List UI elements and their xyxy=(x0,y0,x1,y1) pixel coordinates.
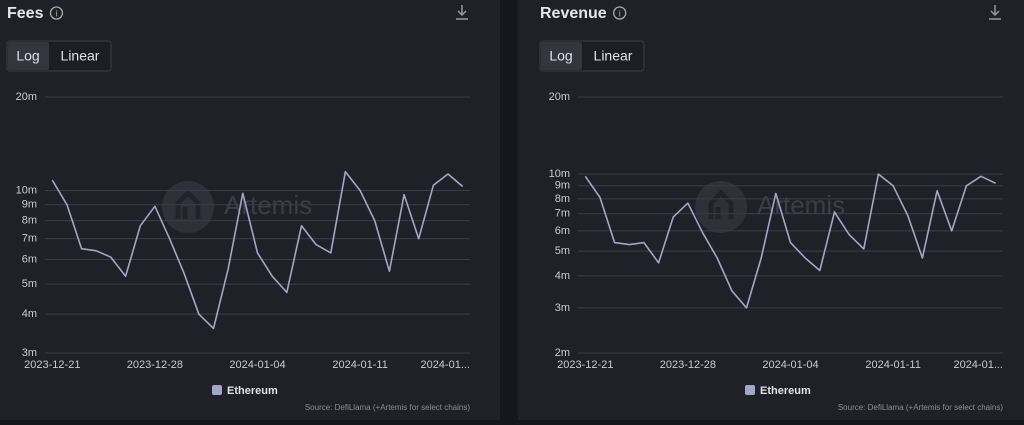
x-tick-label: 2024-01... xyxy=(953,359,1003,371)
legend-label: Ethereum xyxy=(760,385,811,397)
x-tick-label: 2023-12-28 xyxy=(660,359,716,371)
y-tick-label: 9m xyxy=(555,180,570,192)
source-note: Source: DefiLlama (+Artemis for select c… xyxy=(305,403,471,412)
y-tick-label: 4m xyxy=(555,270,570,282)
y-tick-label: 5m xyxy=(22,278,37,290)
toggle-button[interactable]: Linear xyxy=(594,48,633,64)
x-tick-label: 2024-01-04 xyxy=(762,359,818,371)
download-icon xyxy=(989,5,1001,20)
y-tick-label: 10m xyxy=(16,184,37,196)
y-tick-label: 7m xyxy=(22,233,37,245)
toggle-button[interactable]: Log xyxy=(8,42,49,70)
series-line xyxy=(51,170,464,330)
y-tick-label: 10m xyxy=(549,168,570,180)
watermark-logo-mark xyxy=(175,189,201,219)
y-tick-label: 6m xyxy=(22,253,37,265)
x-tick-label: 2023-12-21 xyxy=(24,359,80,371)
info-icon-i: i xyxy=(619,8,621,18)
watermark-logo xyxy=(162,181,214,233)
toggle-label: Linear xyxy=(594,48,633,64)
y-tick-label: 9m xyxy=(22,199,37,211)
y-tick-label: 3m xyxy=(22,347,37,359)
download-icon xyxy=(456,5,468,20)
watermark-logo-mark xyxy=(708,189,734,219)
x-tick-label: 2024-01-04 xyxy=(229,359,285,371)
x-tick-label: 2024-01-11 xyxy=(865,359,920,371)
info-icon xyxy=(613,6,627,20)
y-tick-label: 3m xyxy=(555,302,570,314)
info-icon xyxy=(49,6,64,20)
toggle-label: Log xyxy=(16,48,39,64)
toggle-active-bg xyxy=(8,42,49,70)
y-tick-label: 8m xyxy=(555,193,570,205)
y-tick-label: 4m xyxy=(22,308,37,320)
x-tick-label: 2023-12-21 xyxy=(557,359,613,371)
legend-swatch xyxy=(745,385,755,395)
download-button[interactable] xyxy=(456,5,468,20)
toggle-active-bg xyxy=(541,42,582,70)
toggle-button[interactable]: Log xyxy=(541,42,582,70)
y-tick-label: 8m xyxy=(22,215,37,227)
legend-label: Ethereum xyxy=(227,385,278,397)
x-tick-label: 2024-01-11 xyxy=(332,359,387,371)
x-tick-label: 2024-01... xyxy=(420,359,470,371)
y-tick-label: 7m xyxy=(555,208,570,220)
toggle-label: Log xyxy=(549,48,572,64)
x-tick-label: 2023-12-28 xyxy=(127,359,183,371)
legend-swatch xyxy=(212,385,222,395)
series-line xyxy=(584,173,997,309)
y-tick-label: 5m xyxy=(555,245,570,257)
chart-title: Revenue xyxy=(540,5,607,22)
download-button[interactable] xyxy=(989,5,1001,20)
toggle-label: Linear xyxy=(61,48,100,64)
source-note: Source: DefiLlama (+Artemis for select c… xyxy=(838,403,1004,412)
y-tick-label: 2m xyxy=(555,347,570,359)
watermark-logo xyxy=(695,181,747,233)
y-tick-label: 20m xyxy=(549,91,570,103)
y-tick-label: 6m xyxy=(555,225,570,237)
toggle-button[interactable]: Linear xyxy=(61,48,100,64)
y-tick-label: 20m xyxy=(16,91,37,103)
chart-title: Fees xyxy=(7,5,44,22)
info-icon-i: i xyxy=(55,8,57,18)
